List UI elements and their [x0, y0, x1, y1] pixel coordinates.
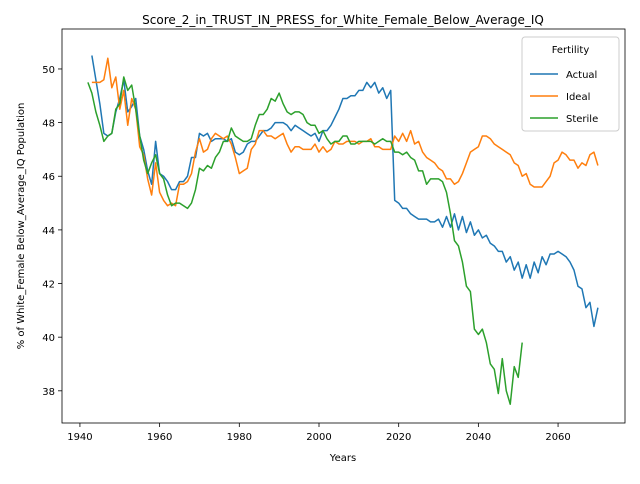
- x-tick-label: 1940: [67, 432, 92, 443]
- y-tick-label: 44: [42, 226, 55, 237]
- x-tick-label: 1980: [227, 432, 252, 443]
- line-series: [91, 55, 599, 328]
- chart-title: Score_2_in_TRUST_IN_PRESS_for_White_Fema…: [142, 13, 544, 27]
- plot-frame: [61, 28, 626, 424]
- line-series: [91, 57, 599, 207]
- x-tick-label: 1960: [147, 432, 172, 443]
- legend-label: Ideal: [566, 92, 590, 103]
- x-tick-label: 2020: [386, 432, 411, 443]
- legend-title: Fertility: [552, 45, 590, 56]
- x-tick-label: 2060: [545, 432, 570, 443]
- y-tick-label: 38: [42, 387, 55, 398]
- x-tick-label: 2040: [466, 432, 491, 443]
- legend-label: Sterile: [566, 114, 598, 125]
- line-series: [87, 76, 523, 405]
- y-tick-label: 40: [42, 333, 55, 344]
- y-tick-label: 48: [42, 119, 55, 130]
- y-tick-label: 50: [42, 65, 55, 76]
- y-tick-label: 46: [42, 172, 55, 183]
- legend-box: [521, 36, 620, 132]
- y-axis-label: % of White_Female Below_Average_IQ Popul…: [16, 103, 27, 350]
- legend-label: Actual: [566, 70, 597, 81]
- x-axis-label: Years: [329, 453, 356, 464]
- x-tick-label: 2000: [306, 432, 331, 443]
- y-tick-label: 42: [42, 280, 55, 291]
